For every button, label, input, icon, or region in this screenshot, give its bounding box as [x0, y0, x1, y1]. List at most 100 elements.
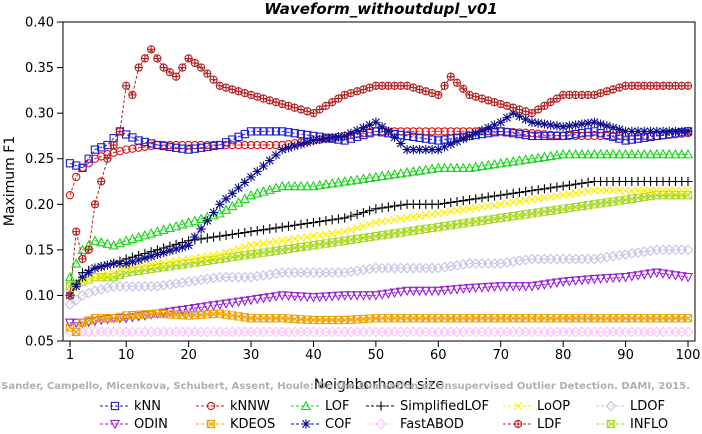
data-point-SimplifiedLOF — [290, 220, 300, 230]
data-point-ODIN — [470, 283, 481, 294]
series-LDOF — [64, 244, 694, 310]
data-point-LDOF — [620, 249, 631, 260]
data-point-COF — [471, 128, 481, 138]
data-point-ODIN — [508, 282, 519, 292]
data-point-ODIN — [483, 282, 494, 293]
data-point-LDOF — [607, 250, 619, 262]
data-point-LOF — [533, 152, 544, 162]
data-point-LDF — [78, 254, 87, 264]
data-point-LDOF — [164, 279, 176, 290]
data-point-ODIN — [383, 289, 394, 299]
data-point-ODIN — [426, 286, 438, 297]
data-point-COF — [102, 260, 113, 270]
data-point-COF — [277, 145, 287, 155]
x-tick-label: 20 — [180, 348, 197, 363]
data-point-SimplifiedLOF — [458, 196, 468, 206]
data-point-COF — [346, 128, 356, 138]
data-point-LoOP — [215, 250, 224, 259]
data-point-COF — [121, 258, 131, 269]
data-point-LOF — [345, 175, 357, 185]
data-point-COF — [546, 120, 556, 130]
data-point-ODIN — [258, 294, 269, 304]
data-point-ODIN — [526, 282, 538, 292]
data-point-LDOF — [638, 246, 650, 258]
data-point-SimplifiedLOF — [227, 229, 237, 239]
data-point-kNN — [365, 129, 374, 138]
data-point-kNN — [559, 131, 568, 141]
data-point-kNNW — [246, 140, 256, 150]
data-point-LOF — [395, 167, 406, 178]
plot-area — [64, 45, 694, 338]
data-point-LOF — [445, 162, 456, 172]
data-point-LDF — [534, 105, 543, 114]
data-point-SimplifiedLOF — [352, 209, 362, 219]
data-point-ODIN — [283, 291, 294, 302]
y-axis-label: Maximum F1 — [2, 136, 18, 226]
data-point-COF — [539, 119, 550, 129]
data-point-ODIN — [520, 282, 531, 292]
data-point-COF — [190, 232, 200, 242]
data-point-LOF — [495, 157, 506, 168]
data-point-SimplifiedLOF — [283, 221, 294, 231]
data-point-ODIN — [227, 298, 238, 309]
data-point-ODIN — [358, 291, 369, 301]
data-point-kNN — [140, 137, 150, 147]
data-point-LOF — [595, 148, 606, 159]
data-point-ODIN — [489, 282, 500, 293]
data-point-LDF — [683, 81, 693, 90]
data-point-LOF — [526, 153, 538, 163]
data-point-LOF — [551, 149, 563, 160]
data-point-LDF — [90, 200, 100, 209]
data-point-COF — [408, 145, 418, 155]
data-point-LDOF — [102, 282, 113, 294]
data-point-COF — [396, 138, 406, 149]
data-point-LDOF — [626, 248, 638, 259]
data-point-ODIN — [607, 273, 619, 284]
data-point-LDF — [72, 227, 81, 236]
data-point-ODIN — [620, 273, 631, 283]
data-point-COF — [252, 166, 262, 177]
data-point-LOF — [102, 238, 113, 248]
data-point-ODIN — [626, 272, 637, 282]
data-point-kNN — [246, 127, 256, 136]
data-point-kNNW — [72, 172, 81, 182]
data-point-SimplifiedLOF — [521, 186, 531, 197]
data-point-LDF — [103, 154, 112, 163]
data-point-LOF — [483, 159, 494, 170]
data-point-COF — [140, 253, 150, 263]
data-point-ODIN — [682, 273, 694, 283]
data-point-SimplifiedLOF — [296, 219, 306, 229]
data-point-SimplifiedLOF — [539, 184, 550, 194]
data-point-LDOF — [339, 267, 351, 279]
data-point-ODIN — [445, 285, 456, 296]
data-point-ODIN — [651, 268, 662, 279]
data-point-ODIN — [64, 318, 76, 329]
data-point-LOF — [426, 163, 438, 173]
data-point-LDF — [196, 63, 206, 72]
data-point-ODIN — [558, 277, 569, 288]
legend-label: INFLO — [630, 417, 668, 432]
data-point-LOF — [620, 148, 631, 159]
data-point-LDF — [190, 58, 199, 68]
data-point-ODIN — [333, 291, 344, 302]
data-point-LDF — [134, 63, 143, 72]
data-point-LOF — [96, 236, 107, 247]
data-point-COF — [483, 123, 493, 133]
data-point-LOF — [489, 158, 500, 169]
legend-swatch-marker — [513, 419, 523, 429]
data-point-ODIN — [564, 277, 575, 287]
data-point-ODIN — [601, 274, 612, 284]
data-point-kNN — [371, 127, 381, 136]
legend-swatch-marker — [110, 401, 120, 411]
data-point-kNN — [234, 132, 243, 141]
data-point-COF — [521, 114, 531, 124]
data-point-LDOF — [595, 252, 606, 264]
data-point-kNN — [571, 129, 580, 139]
data-point-SimplifiedLOF — [202, 233, 212, 243]
legend-swatch-marker — [605, 400, 617, 412]
data-point-kNN — [565, 130, 574, 140]
data-point-LoOP — [353, 223, 362, 232]
data-point-COF — [564, 121, 574, 131]
data-point-SimplifiedLOF — [464, 195, 475, 205]
data-point-LoOP — [646, 186, 655, 195]
